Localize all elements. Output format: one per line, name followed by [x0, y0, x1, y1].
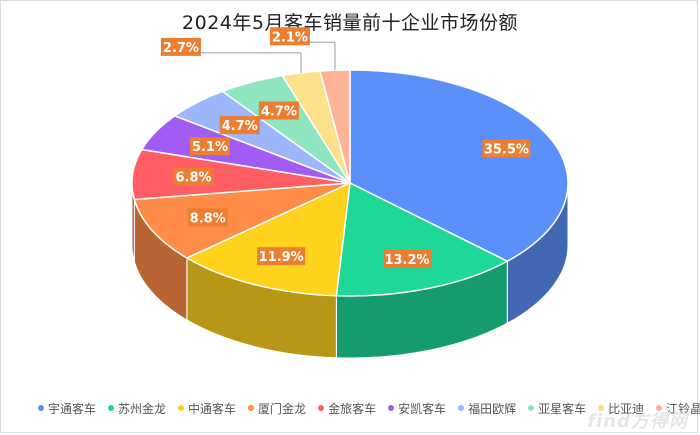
- chart-legend: 宇通客车 苏州金龙 中通客车 厦门金龙 金旅客车 安凯客车 福田欧辉 亚星客车 比亚迪 江铃晶马: [38, 400, 700, 417]
- pie-labels: 35.5% 13.2% 11.9% 8.8% 6.8% 5.1% 4.7%4.7% 2.7% 2…: [160, 27, 531, 268]
- data-label-5: 5.1%: [192, 140, 228, 155]
- legend-label: 安凯客车: [398, 401, 447, 416]
- pie-slice-1: [335, 181, 509, 297]
- data-label-box-7: [258, 101, 299, 120]
- legend-label: 苏州金龙: [118, 401, 167, 416]
- data-label-box-0: [482, 139, 531, 158]
- legend-item-7: 亚星客车: [528, 400, 586, 417]
- pie-sides: [131, 182, 569, 359]
- legend-dot-icon: [318, 405, 325, 411]
- legend-label: 亚星客车: [538, 401, 587, 416]
- data-label-box-8: [160, 37, 201, 56]
- pie-slice-0: [349, 69, 569, 263]
- legend-dot-icon: [458, 405, 465, 411]
- legend-item-3: 厦门金龙: [248, 400, 306, 417]
- pie-slice-2: [185, 181, 351, 297]
- legend-dot-icon: [248, 405, 255, 411]
- data-label-box-4: [173, 167, 214, 186]
- chart-title: 2024年5月客车销量前十企业市场份额: [182, 12, 518, 34]
- data-label-3: 8.8%: [190, 211, 226, 226]
- legend-label: 宇通客车: [48, 401, 97, 416]
- legend-label: 福田欧辉: [468, 401, 517, 416]
- pie-slice-3: [133, 182, 351, 259]
- legend-label: 江铃晶马: [666, 401, 700, 416]
- pie-chart: 35.5% 13.2% 11.9% 8.8% 6.8% 5.1% 4.7%4.7% 2.7% 2…: [131, 27, 569, 359]
- watermark-logo: find方得网: [587, 411, 688, 432]
- legend-label: 金旅客车: [328, 401, 377, 416]
- legend-item-1: 苏州金龙: [108, 400, 166, 417]
- legend-dot-icon: [38, 405, 44, 411]
- data-label-6: 4.7%: [222, 119, 258, 134]
- data-label-box-6: [219, 116, 260, 135]
- legend-label: 厦门金龙: [258, 401, 307, 416]
- legend-dot-icon: [108, 405, 115, 411]
- legend-label: 比亚迪: [608, 401, 645, 416]
- legend-dot-icon: [388, 405, 395, 411]
- data-label-4: 6.8%: [175, 171, 211, 186]
- legend-item-8: 比亚迪: [598, 400, 644, 417]
- pie-tops: [131, 69, 569, 297]
- data-label-1: 13.2%: [384, 253, 429, 268]
- legend-item-4: 金旅客车: [318, 400, 376, 417]
- data-label-2: 11.9%: [259, 250, 304, 265]
- legend-item-2: 中通客车: [178, 400, 236, 417]
- legend-item-6: 福田欧辉: [458, 400, 516, 417]
- data-label-8: 2.7%: [163, 41, 199, 56]
- data-label-9: 2.1%: [272, 30, 308, 45]
- data-label-box-2: [257, 247, 306, 266]
- legend-item-0: 宇通客车: [38, 400, 96, 417]
- data-label-box-1: [383, 249, 432, 268]
- data-label-box-9: [269, 27, 310, 46]
- legend-dot-icon: [598, 405, 605, 411]
- legend-item-9: 江铃晶马: [656, 400, 700, 417]
- leader-line-9: [307, 41, 336, 71]
- leader-line-8: [198, 52, 302, 73]
- data-label-7: 4.7%: [261, 104, 297, 119]
- legend-label: 中通客车: [188, 401, 237, 416]
- data-label-0: 35.5%: [484, 142, 529, 157]
- data-label-box-5: [189, 137, 230, 156]
- legend-dot-icon: [656, 405, 663, 411]
- legend-dot-icon: [528, 405, 535, 411]
- legend-dot-icon: [178, 405, 185, 411]
- data-label-box-3: [187, 208, 228, 227]
- legend-item-5: 安凯客车: [388, 400, 446, 417]
